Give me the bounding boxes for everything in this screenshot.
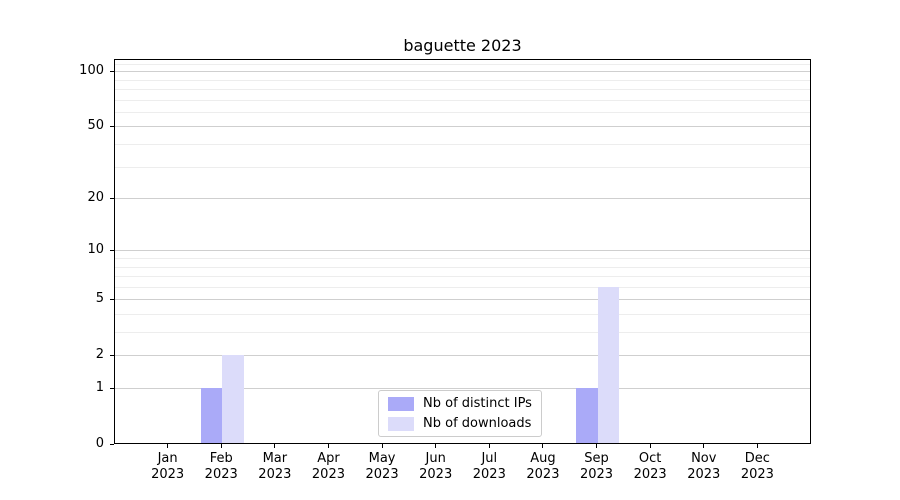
x-tick-label: Dec 2023 bbox=[717, 451, 797, 483]
x-tick-label: Jun 2023 bbox=[396, 451, 476, 483]
x-tick-label-year: 2023 bbox=[258, 467, 292, 482]
x-tick-label: Mar 2023 bbox=[235, 451, 315, 483]
y-tick-mark bbox=[110, 70, 114, 72]
y-tick-label: 20 bbox=[87, 190, 104, 206]
gridline-minor bbox=[115, 99, 810, 101]
gridline-minor bbox=[115, 286, 810, 288]
x-tick-label-year: 2023 bbox=[472, 467, 506, 482]
bar-distinct-ips-feb bbox=[200, 388, 223, 443]
chart-title: baguette 2023 bbox=[403, 36, 522, 55]
x-tick-label: Sep 2023 bbox=[557, 451, 637, 483]
legend-swatch-downloads bbox=[388, 416, 414, 431]
gridline-minor bbox=[115, 332, 810, 334]
x-tick-label: May 2023 bbox=[342, 451, 422, 483]
x-tick-label-year: 2023 bbox=[579, 467, 614, 482]
x-tick-label-month: Mar bbox=[262, 451, 288, 466]
y-tick-mark bbox=[110, 354, 114, 356]
gridline-minor bbox=[115, 89, 810, 91]
x-tick-label: Feb 2023 bbox=[181, 451, 261, 483]
y-tick-label: 10 bbox=[87, 242, 104, 258]
x-tick-label-year: 2023 bbox=[633, 467, 667, 482]
x-tick-label-month: Aug bbox=[530, 451, 556, 466]
x-tick-label: Jul 2023 bbox=[449, 451, 529, 483]
x-tick-label-month: Dec bbox=[744, 451, 770, 466]
gridline-major bbox=[115, 250, 810, 252]
bar-downloads-sep bbox=[597, 286, 619, 443]
x-tick-label-month: Feb bbox=[209, 451, 233, 466]
x-tick-mark bbox=[488, 444, 490, 448]
legend-item-downloads: Nb of downloads bbox=[388, 416, 532, 431]
x-tick-label: Apr 2023 bbox=[288, 451, 368, 483]
x-tick-mark bbox=[649, 444, 651, 448]
x-tick-label-month: Jul bbox=[481, 451, 498, 466]
legend-label-distinct-ips: Nb of distinct IPs bbox=[423, 396, 532, 411]
x-tick-label-year: 2023 bbox=[151, 467, 185, 482]
x-tick-label-month: May bbox=[368, 451, 396, 466]
legend-label-downloads: Nb of downloads bbox=[423, 416, 532, 431]
y-tick-label: 5 bbox=[95, 291, 104, 307]
x-tick-mark bbox=[381, 444, 383, 448]
y-tick-mark bbox=[110, 249, 114, 251]
gridline-major bbox=[115, 299, 810, 301]
x-tick-label-year: 2023 bbox=[687, 467, 721, 482]
gridline-major bbox=[115, 388, 810, 389]
x-tick-label-month: Jun bbox=[425, 451, 446, 466]
x-tick-label-month: Jan bbox=[157, 451, 178, 466]
gridline-minor bbox=[115, 276, 810, 278]
x-tick-mark bbox=[596, 444, 598, 448]
x-tick-label-year: 2023 bbox=[365, 467, 399, 482]
x-tick-mark bbox=[274, 444, 276, 448]
gridline-major bbox=[115, 126, 810, 128]
x-tick-mark bbox=[327, 444, 329, 448]
legend-swatch-distinct-ips bbox=[388, 396, 414, 411]
x-tick-label-year: 2023 bbox=[419, 467, 453, 482]
y-tick-label: 0 bbox=[95, 436, 104, 451]
x-tick-label-month: Apr bbox=[317, 451, 340, 466]
x-tick-label-year: 2023 bbox=[526, 467, 560, 482]
gridline-minor bbox=[115, 144, 810, 146]
legend-item-distinct-ips: Nb of distinct IPs bbox=[388, 396, 532, 411]
y-tick-label: 2 bbox=[95, 347, 104, 363]
y-tick-mark bbox=[110, 125, 114, 127]
gridline-minor bbox=[115, 314, 810, 315]
bar-downloads-feb bbox=[222, 355, 244, 443]
x-tick-mark bbox=[435, 444, 437, 448]
gridline-minor bbox=[115, 266, 810, 268]
gridline-major bbox=[115, 355, 810, 357]
gridline-major bbox=[115, 71, 810, 73]
x-tick-label-month: Oct bbox=[638, 451, 662, 466]
x-tick-mark bbox=[756, 444, 758, 448]
y-tick-label: 1 bbox=[95, 380, 104, 395]
x-tick-mark bbox=[542, 444, 544, 448]
gridline-minor bbox=[115, 166, 810, 168]
y-tick-mark bbox=[110, 298, 114, 300]
x-tick-label: Jan 2023 bbox=[128, 451, 208, 483]
gridline-major bbox=[115, 198, 810, 200]
y-tick-label: 100 bbox=[79, 63, 104, 79]
gridline-minor bbox=[115, 63, 810, 65]
gridline-minor bbox=[115, 111, 810, 113]
x-tick-label: Oct 2023 bbox=[610, 451, 690, 483]
x-tick-label: Aug 2023 bbox=[503, 451, 583, 483]
legend: Nb of distinct IPs Nb of downloads bbox=[378, 390, 542, 437]
y-tick-mark bbox=[110, 197, 114, 199]
x-tick-label-month: Nov bbox=[691, 451, 717, 466]
y-tick-label: 50 bbox=[87, 118, 104, 134]
x-tick-mark bbox=[167, 444, 169, 448]
gridline-minor bbox=[115, 258, 810, 259]
x-tick-label: Nov 2023 bbox=[664, 451, 744, 483]
bar-distinct-ips-sep bbox=[576, 388, 598, 443]
x-tick-label-year: 2023 bbox=[311, 467, 345, 482]
x-tick-label-year: 2023 bbox=[740, 467, 774, 482]
x-tick-mark bbox=[703, 444, 705, 448]
x-tick-mark bbox=[220, 444, 222, 448]
x-tick-label-year: 2023 bbox=[204, 467, 238, 482]
gridline-minor bbox=[115, 79, 810, 81]
x-tick-label-month: Sep bbox=[584, 451, 609, 466]
y-tick-mark bbox=[110, 443, 114, 445]
plot-area bbox=[114, 59, 811, 444]
y-tick-mark bbox=[110, 387, 114, 389]
